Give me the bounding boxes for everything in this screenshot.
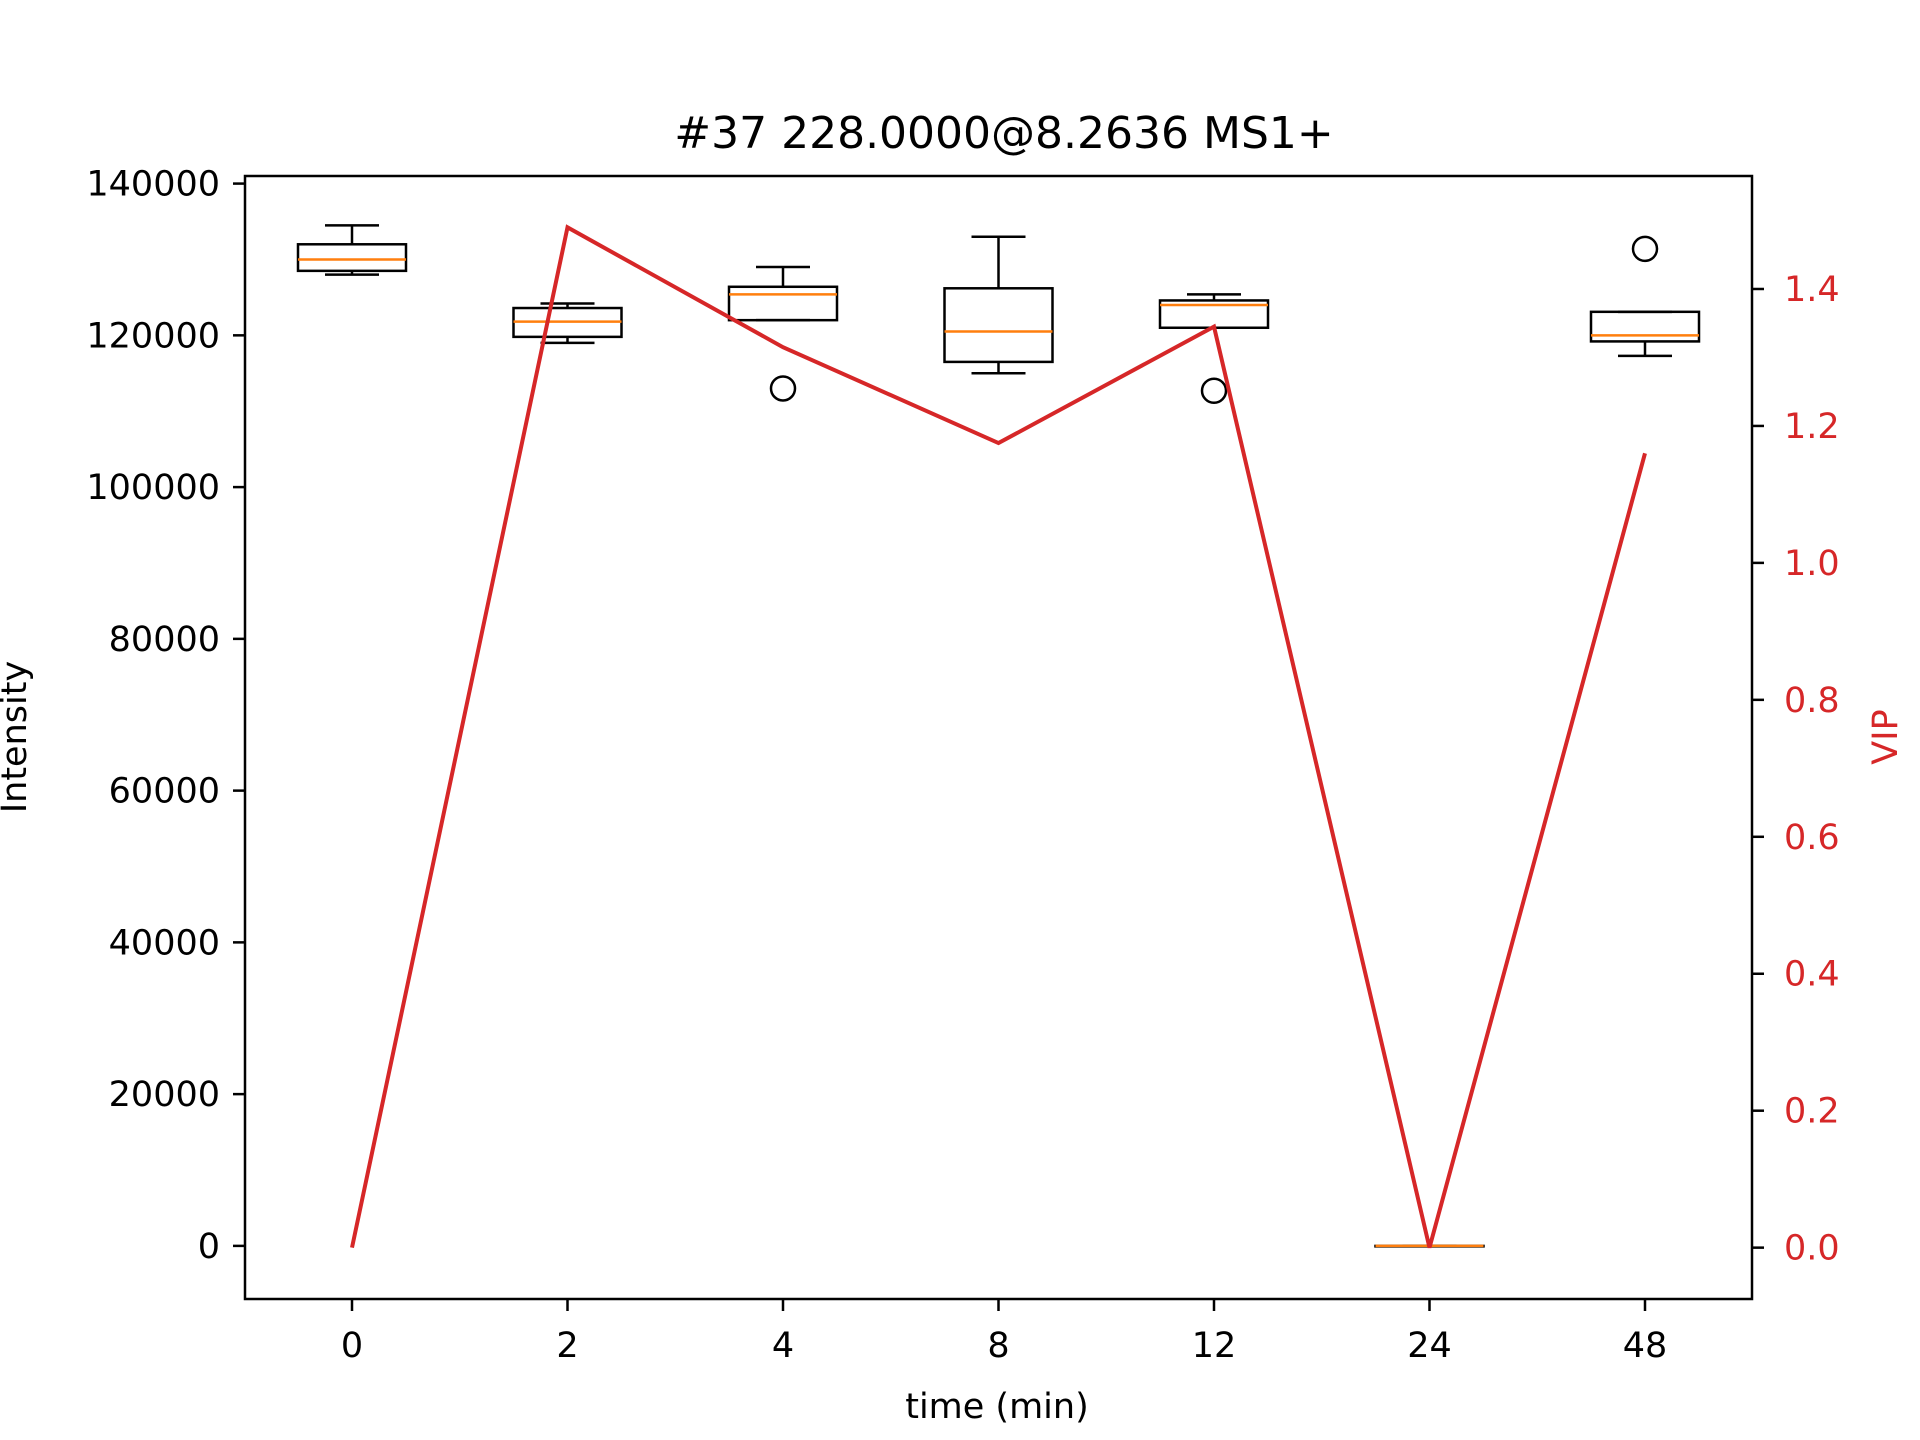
outlier-point xyxy=(769,375,797,402)
box-body xyxy=(296,243,408,273)
x-tick-label: 12 xyxy=(1192,1326,1237,1366)
box-0 xyxy=(296,224,408,276)
box-8 xyxy=(943,235,1054,375)
y2-tick-label: 1.4 xyxy=(1784,270,1840,310)
y-tick-label: 80000 xyxy=(109,620,220,660)
vip-line xyxy=(350,224,1647,1249)
outlier-point xyxy=(1631,235,1659,263)
y2-tick-label: 1.2 xyxy=(1784,407,1840,447)
x-tick-label: 4 xyxy=(772,1326,794,1366)
box-body xyxy=(727,285,839,322)
y2-tick-label: 0.4 xyxy=(1784,955,1840,995)
y-tick-label: 20000 xyxy=(109,1075,220,1115)
y-tick-label: 100000 xyxy=(86,468,220,508)
y-tick-label: 120000 xyxy=(86,316,220,356)
x-tick-label: 2 xyxy=(556,1326,578,1366)
y2-tick-label: 0.0 xyxy=(1784,1229,1840,1269)
x-tick-label: 0 xyxy=(341,1326,363,1366)
x-tick-label: 48 xyxy=(1623,1326,1668,1366)
y-tick-label: 40000 xyxy=(109,923,220,963)
y2-tick-label: 0.2 xyxy=(1784,1092,1840,1132)
x-tick-label: 24 xyxy=(1407,1326,1452,1366)
y2-tick-label: 0.6 xyxy=(1784,818,1840,858)
chart-title: #37 228.0000@8.2636 MS1+ xyxy=(674,108,1333,159)
box-12 xyxy=(1158,293,1270,404)
plot-area xyxy=(296,224,1701,1249)
y2-axis-label: VIP xyxy=(1866,709,1906,764)
outlier-point xyxy=(1200,377,1228,404)
x-tick-label: 8 xyxy=(987,1326,1009,1366)
box-body xyxy=(943,287,1054,364)
y-tick-label: 60000 xyxy=(109,772,220,812)
y2-tick-label: 1.0 xyxy=(1784,544,1840,584)
box-48 xyxy=(1589,235,1701,358)
y-tick-label: 140000 xyxy=(86,165,220,205)
axes: 0 20000 40000 60000 80000 100000 120000 140000 0… xyxy=(86,165,1839,1366)
box-body xyxy=(1589,310,1701,343)
x-axis-label: time (min) xyxy=(905,1387,1089,1427)
y-tick-label: 0 xyxy=(198,1227,220,1267)
y2-tick-label: 0.8 xyxy=(1784,681,1840,721)
y-axis-label: Intensity xyxy=(0,661,35,813)
box-4 xyxy=(727,265,839,402)
